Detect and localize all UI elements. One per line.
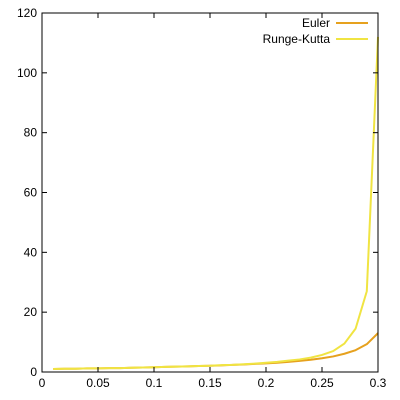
y-tick-label: 120 xyxy=(17,6,37,20)
y-tick-label: 60 xyxy=(24,186,38,200)
y-tick-label: 20 xyxy=(24,305,38,319)
series-line-euler xyxy=(53,332,379,371)
y-tick-label: 0 xyxy=(30,365,37,379)
y-tick-label: 80 xyxy=(24,126,38,140)
x-tick-label: 0.3 xyxy=(370,376,387,390)
x-tick-label: 0 xyxy=(39,376,46,390)
legend-label: Euler xyxy=(302,16,330,30)
axis-layer: 0 0.05 0.1 0.15 0.2 0.25 0.3 0 20 40 60 80 100 120 xyxy=(17,6,387,390)
plot-frame xyxy=(41,12,379,373)
x-tick-label: 0.25 xyxy=(310,376,334,390)
x-tick-label: 0.15 xyxy=(198,376,222,390)
y-tick-label: 40 xyxy=(24,245,38,259)
legend-label: Runge-Kutta xyxy=(263,32,331,46)
series-line-runge-kutta xyxy=(53,36,379,371)
series-layer xyxy=(53,36,379,371)
x-tick-label: 0.1 xyxy=(146,376,163,390)
y-tick-label: 100 xyxy=(17,66,37,80)
legend: Euler Runge-Kutta xyxy=(263,16,368,46)
x-tick-label: 0.05 xyxy=(86,376,110,390)
x-tick-label: 0.2 xyxy=(258,376,275,390)
